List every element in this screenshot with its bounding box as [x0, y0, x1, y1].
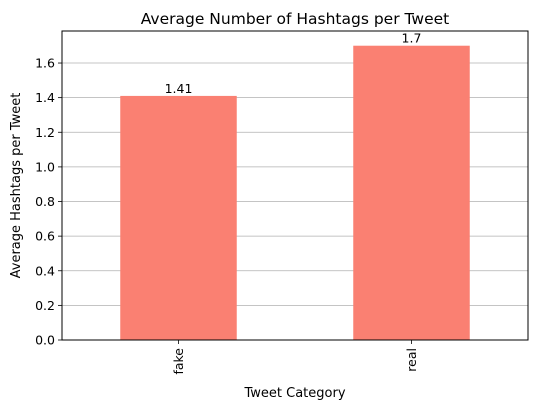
plot-area-frame — [61, 30, 529, 341]
bar-value-label: 1.7 — [402, 31, 422, 46]
bar-real — [353, 45, 470, 340]
x-axis-ticks: fake real — [171, 340, 419, 375]
bar-fake — [120, 95, 237, 340]
y-tick-label: 1.6 — [35, 56, 55, 71]
y-tick-label: 0.0 — [35, 333, 55, 348]
chart-title: Average Number of Hashtags per Tweet — [141, 10, 450, 28]
y-axis-title: Average Hashtags per Tweet — [9, 93, 24, 279]
bar-value-labels: 1.41 1.7 — [165, 31, 422, 96]
y-tick-label: 0.8 — [35, 194, 55, 209]
x-axis-title: Tweet Category — [243, 386, 345, 401]
y-tick-label: 0.6 — [35, 229, 55, 244]
x-tick-label: fake — [171, 348, 186, 375]
y-tick-label: 1.0 — [35, 159, 55, 174]
bars — [120, 45, 470, 340]
bar-value-label: 1.41 — [165, 81, 193, 96]
y-tick-label: 0.4 — [35, 263, 55, 278]
x-tick-label: real — [404, 348, 419, 372]
y-tick-label: 0.2 — [35, 298, 55, 313]
y-tick-label: 1.2 — [35, 125, 55, 140]
y-tick-label: 1.4 — [35, 90, 55, 105]
y-axis-ticks: 0.0 0.2 0.4 0.6 0.8 1.0 1.2 1.4 1.6 — [35, 56, 62, 348]
